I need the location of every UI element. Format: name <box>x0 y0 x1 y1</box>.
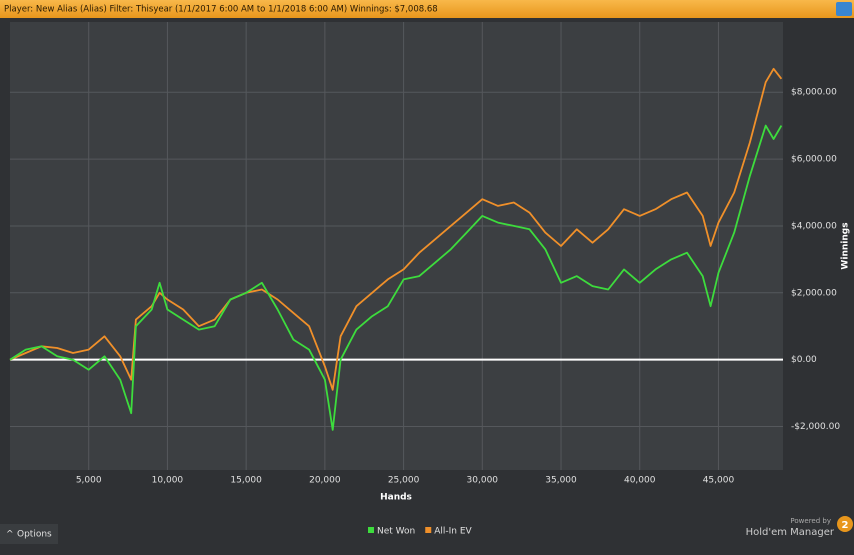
legend-label: All-In EV <box>434 527 472 537</box>
x-axis-title: Hands <box>380 493 412 503</box>
y-tick-label: $2,000.00 <box>791 288 837 298</box>
y-tick-label: $4,000.00 <box>791 221 837 231</box>
x-tick-label: 15,000 <box>230 476 262 486</box>
brand: Hold'em Manager <box>746 527 835 538</box>
powered-by: Powered by <box>790 517 831 525</box>
x-tick-label: 20,000 <box>309 476 341 486</box>
x-tick-label: 30,000 <box>467 476 499 486</box>
legend-swatch <box>368 527 374 533</box>
x-tick-label: 25,000 <box>388 476 420 486</box>
y-axis-title: Winnings <box>841 222 851 269</box>
x-tick-label: 5,000 <box>76 476 102 486</box>
x-tick-label: 10,000 <box>152 476 184 486</box>
x-tick-label: 45,000 <box>703 476 735 486</box>
x-tick-label: 35,000 <box>545 476 577 486</box>
options-label: Options <box>17 530 52 540</box>
series-line <box>9 124 783 431</box>
y-tick-label: $0.00 <box>791 355 817 365</box>
y-tick-label: -$2,000.00 <box>791 422 840 432</box>
brand-badge <box>837 516 853 532</box>
title-text: Player: New Alias (Alias) Filter: Thisye… <box>4 5 438 15</box>
title-bar <box>0 0 854 18</box>
y-tick-label: $8,000.00 <box>791 88 837 98</box>
brand-badge-text: 2 <box>842 520 849 531</box>
close-button[interactable] <box>836 2 852 16</box>
options-arrow: ^ <box>6 530 14 540</box>
plot-area <box>10 22 783 470</box>
y-tick-label: $6,000.00 <box>791 155 837 165</box>
series-line <box>9 67 783 391</box>
x-tick-label: 40,000 <box>624 476 656 486</box>
options-button[interactable] <box>0 524 58 544</box>
legend-swatch <box>425 527 432 533</box>
legend-label: Net Won <box>377 527 415 537</box>
